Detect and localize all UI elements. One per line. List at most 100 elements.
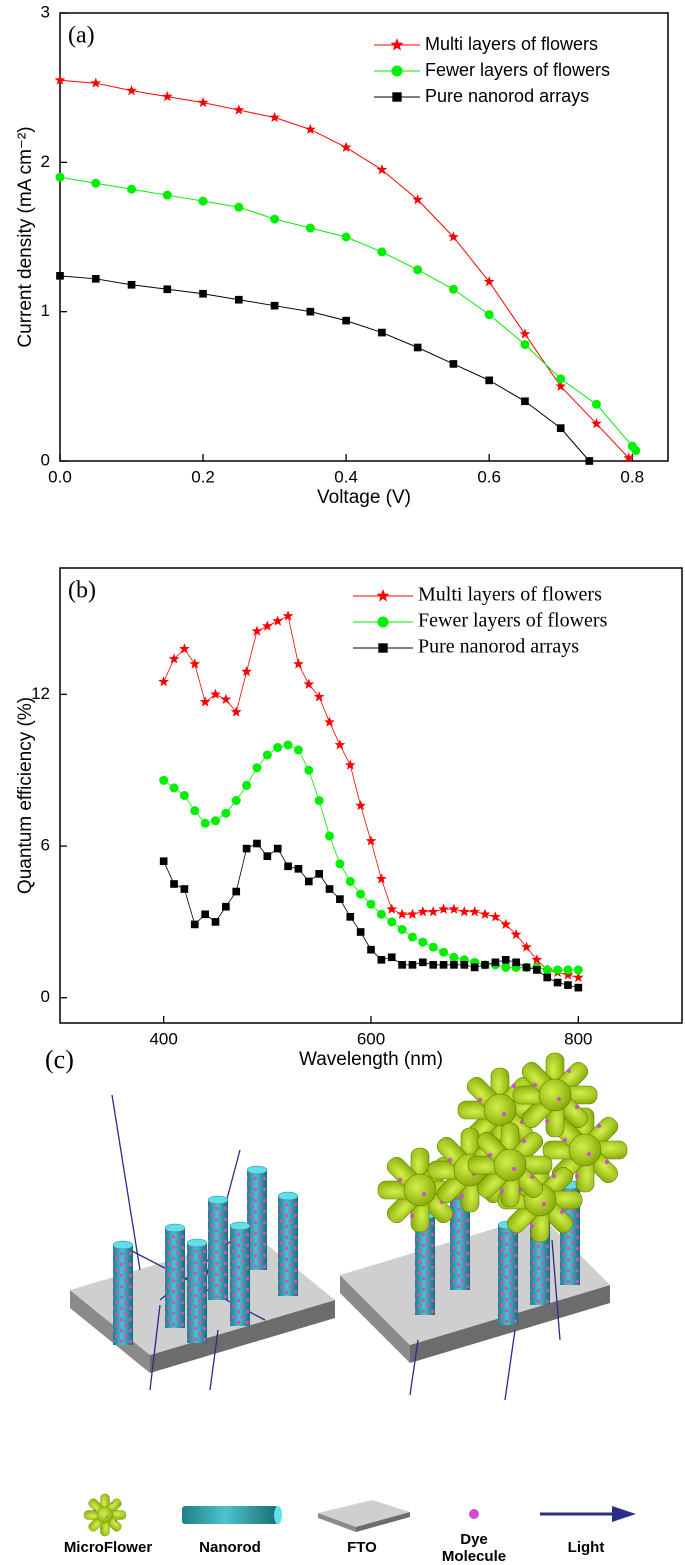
marker: [521, 941, 532, 952]
marker: [341, 232, 351, 242]
marker: [305, 123, 316, 135]
schematic: (c): [45, 1045, 636, 1565]
x-axis-label: Wavelength (nm): [299, 1049, 443, 1070]
panel-label: (b): [68, 578, 96, 604]
marker: [553, 978, 562, 987]
marker: [413, 343, 422, 352]
x-tick-label: 0.8: [620, 467, 644, 486]
marker: [282, 610, 294, 621]
marker: [449, 952, 459, 962]
legend-label: MicroFlower: [64, 1539, 153, 1556]
marker: [233, 104, 245, 115]
marker: [56, 272, 64, 280]
x-tick-label: 0.2: [191, 467, 215, 486]
marker: [230, 706, 242, 717]
marker: [448, 231, 459, 242]
panel-label: (c): [45, 1045, 74, 1074]
marker: [234, 295, 243, 304]
marker: [210, 688, 221, 699]
legend-label: Light: [568, 1539, 605, 1556]
marker: [179, 643, 190, 654]
marker: [325, 885, 334, 893]
marker: [127, 184, 137, 194]
marker: [429, 961, 438, 969]
marker: [564, 981, 572, 989]
marker: [189, 658, 201, 669]
legend-label: Molecule: [442, 1548, 506, 1565]
marker: [234, 202, 244, 212]
marker: [334, 739, 346, 750]
marker: [483, 276, 495, 287]
marker: [261, 620, 273, 631]
marker: [553, 965, 563, 975]
marker: [481, 961, 489, 969]
marker: [344, 759, 356, 770]
marker: [419, 958, 427, 967]
marker: [407, 932, 417, 942]
x-axis-label: Voltage (V): [317, 487, 411, 508]
nanorod: [164, 1223, 186, 1329]
marker: [211, 918, 220, 926]
nanorod: [497, 1220, 519, 1326]
marker: [242, 844, 251, 853]
marker: [387, 953, 396, 962]
marker: [242, 780, 252, 790]
marker: [356, 889, 366, 899]
marker: [417, 906, 429, 917]
marker: [272, 615, 284, 626]
marker: [556, 374, 566, 384]
marker: [397, 924, 407, 934]
marker: [479, 908, 491, 919]
marker: [198, 196, 208, 206]
marker: [392, 92, 402, 102]
marker: [325, 831, 335, 841]
marker: [252, 763, 262, 773]
marker: [91, 274, 100, 283]
microflower: [467, 1122, 553, 1208]
legend-label: Multi layers of flowers: [418, 584, 602, 606]
y-tick-label: 6: [41, 836, 50, 855]
marker: [562, 969, 574, 980]
marker: [376, 909, 386, 919]
microflower: [512, 1052, 598, 1138]
marker: [522, 963, 531, 972]
series-line: [59, 275, 590, 462]
marker: [55, 172, 65, 182]
marker: [169, 783, 179, 793]
marker: [412, 194, 423, 205]
marker: [306, 307, 315, 316]
marker: [386, 903, 398, 914]
marker: [241, 666, 252, 677]
marker: [398, 961, 406, 969]
x-tick-label: 800: [564, 1029, 592, 1048]
marker: [197, 96, 209, 108]
marker: [158, 676, 170, 687]
marker: [170, 880, 178, 888]
marker: [315, 870, 323, 878]
marker: [623, 452, 635, 463]
marker: [490, 911, 501, 922]
marker: [220, 693, 232, 704]
marker: [284, 862, 292, 871]
marker: [304, 765, 314, 775]
marker: [542, 965, 552, 975]
marker: [355, 799, 366, 811]
marker: [378, 643, 388, 653]
legend-icon: [469, 1509, 479, 1519]
y-tick-label: 12: [31, 684, 50, 703]
marker: [211, 816, 220, 826]
x-tick-label: 0.6: [477, 467, 501, 486]
marker: [460, 961, 469, 969]
marker: [377, 616, 389, 628]
marker: [231, 796, 241, 806]
legend-label: Dye: [460, 1531, 488, 1548]
marker: [273, 844, 282, 853]
marker: [533, 966, 541, 974]
legend-icon: [540, 1506, 636, 1522]
marker: [390, 38, 404, 51]
nanorod: [186, 1238, 208, 1344]
marker: [91, 178, 101, 188]
marker: [500, 918, 512, 929]
marker: [305, 223, 315, 233]
